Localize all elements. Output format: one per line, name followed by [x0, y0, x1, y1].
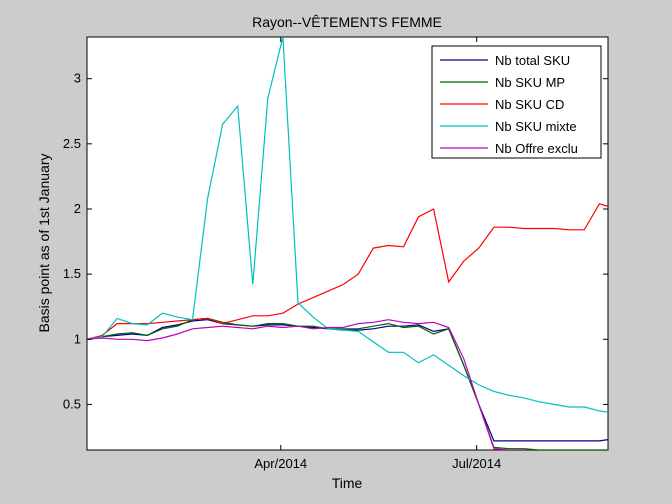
- y-tick-label: 3: [74, 71, 81, 86]
- y-tick-label: 2.5: [63, 136, 81, 151]
- y-tick-label: 0.5: [63, 396, 81, 411]
- series-line-4: [87, 37, 608, 413]
- y-axis-label: Basis point as of 1st January: [36, 154, 52, 333]
- ticks-layer: 0.5 1 1.5 2 2.5 3 Apr/2014 Jul/2014: [63, 37, 608, 471]
- x-axis-label: Time: [332, 475, 363, 491]
- legend-label-4: Nb SKU mixte: [495, 119, 577, 134]
- series-line-1: [87, 319, 608, 442]
- legend-label-1: Nb total SKU: [495, 53, 570, 68]
- y-tick-label: 2: [74, 201, 81, 216]
- legend: Nb total SKU Nb SKU MP Nb SKU CD Nb SKU mix…: [431, 45, 602, 159]
- y-tick-label: 1: [74, 331, 81, 346]
- legend-box: [431, 45, 602, 159]
- chart-title: Rayon--VÊTEMENTS FEMME: [252, 14, 442, 30]
- series-line-3: [87, 203, 608, 340]
- series-line-2: [87, 317, 608, 450]
- x-tick-label: Apr/2014: [254, 456, 307, 471]
- series-line-5: [87, 319, 531, 450]
- y-tick-label: 1.5: [63, 266, 81, 281]
- x-tick-label: Jul/2014: [452, 456, 501, 471]
- series-layer: [87, 37, 608, 450]
- legend-label-5: Nb Offre exclu: [495, 141, 578, 156]
- legend-label-2: Nb SKU MP: [495, 75, 565, 90]
- legend-label-3: Nb SKU CD: [495, 97, 564, 112]
